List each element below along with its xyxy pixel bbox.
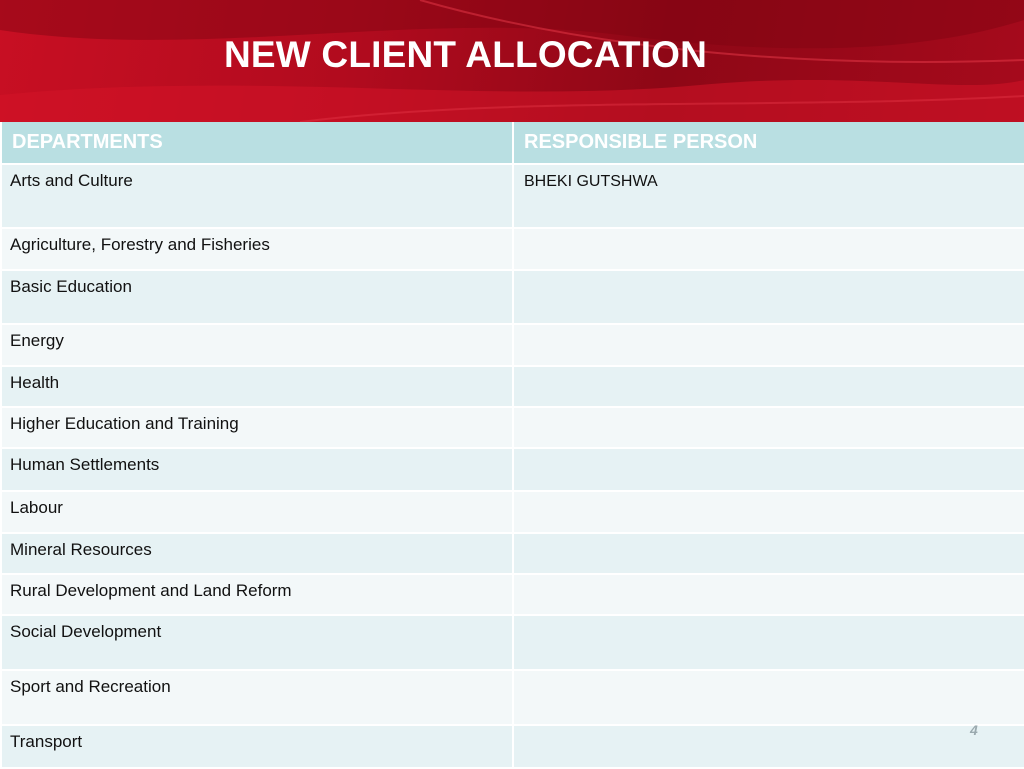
department-cell: Social Development bbox=[0, 614, 514, 671]
table-header-row: DEPARTMENTS RESPONSIBLE PERSON bbox=[0, 122, 1024, 165]
table-row: Energy bbox=[0, 323, 1024, 367]
responsible-person-cell bbox=[512, 447, 1024, 492]
department-cell: Sport and Recreation bbox=[0, 669, 514, 726]
responsible-person-cell bbox=[512, 490, 1024, 534]
table-row: Rural Development and Land Reform bbox=[0, 573, 1024, 616]
page-number: 4 bbox=[970, 722, 978, 738]
header-departments: DEPARTMENTS bbox=[0, 122, 514, 165]
responsible-person-cell: BHEKI GUTSHWA bbox=[512, 163, 1024, 229]
responsible-person-cell bbox=[512, 532, 1024, 575]
department-cell: Arts and Culture bbox=[0, 163, 514, 229]
table-row: Transport bbox=[0, 724, 1024, 769]
department-cell: Energy bbox=[0, 323, 514, 367]
department-cell: Rural Development and Land Reform bbox=[0, 573, 514, 616]
responsible-person-cell bbox=[512, 614, 1024, 671]
responsible-person-cell bbox=[512, 323, 1024, 367]
table-row: Agriculture, Forestry and Fisheries bbox=[0, 227, 1024, 271]
department-cell: Health bbox=[0, 365, 514, 408]
allocation-table: DEPARTMENTS RESPONSIBLE PERSON Arts and … bbox=[0, 122, 1024, 769]
table-row: Health bbox=[0, 365, 1024, 408]
table-row: Arts and Culture BHEKI GUTSHWA bbox=[0, 163, 1024, 229]
table-row: Human Settlements bbox=[0, 447, 1024, 492]
responsible-person-cell bbox=[512, 269, 1024, 325]
table-row: Higher Education and Training bbox=[0, 406, 1024, 449]
table-row: Mineral Resources bbox=[0, 532, 1024, 575]
table-row: Sport and Recreation bbox=[0, 669, 1024, 726]
department-cell: Human Settlements bbox=[0, 447, 514, 492]
responsible-person-cell bbox=[512, 365, 1024, 408]
responsible-person-cell bbox=[512, 669, 1024, 726]
department-cell: Higher Education and Training bbox=[0, 406, 514, 449]
responsible-person-cell bbox=[512, 227, 1024, 271]
department-cell: Basic Education bbox=[0, 269, 514, 325]
slide-title: NEW CLIENT ALLOCATION bbox=[224, 34, 708, 75]
title-banner: NEW CLIENT ALLOCATION bbox=[0, 0, 1024, 122]
department-cell: Mineral Resources bbox=[0, 532, 514, 575]
department-cell: Labour bbox=[0, 490, 514, 534]
department-cell: Transport bbox=[0, 724, 514, 769]
responsible-person-cell bbox=[512, 724, 1024, 769]
banner-wave-decoration bbox=[0, 0, 1024, 122]
header-responsible-person: RESPONSIBLE PERSON bbox=[512, 122, 1024, 165]
table-row: Social Development bbox=[0, 614, 1024, 671]
table-row: Basic Education bbox=[0, 269, 1024, 325]
table-row: Labour bbox=[0, 490, 1024, 534]
responsible-person-cell bbox=[512, 406, 1024, 449]
responsible-person-cell bbox=[512, 573, 1024, 616]
department-cell: Agriculture, Forestry and Fisheries bbox=[0, 227, 514, 271]
